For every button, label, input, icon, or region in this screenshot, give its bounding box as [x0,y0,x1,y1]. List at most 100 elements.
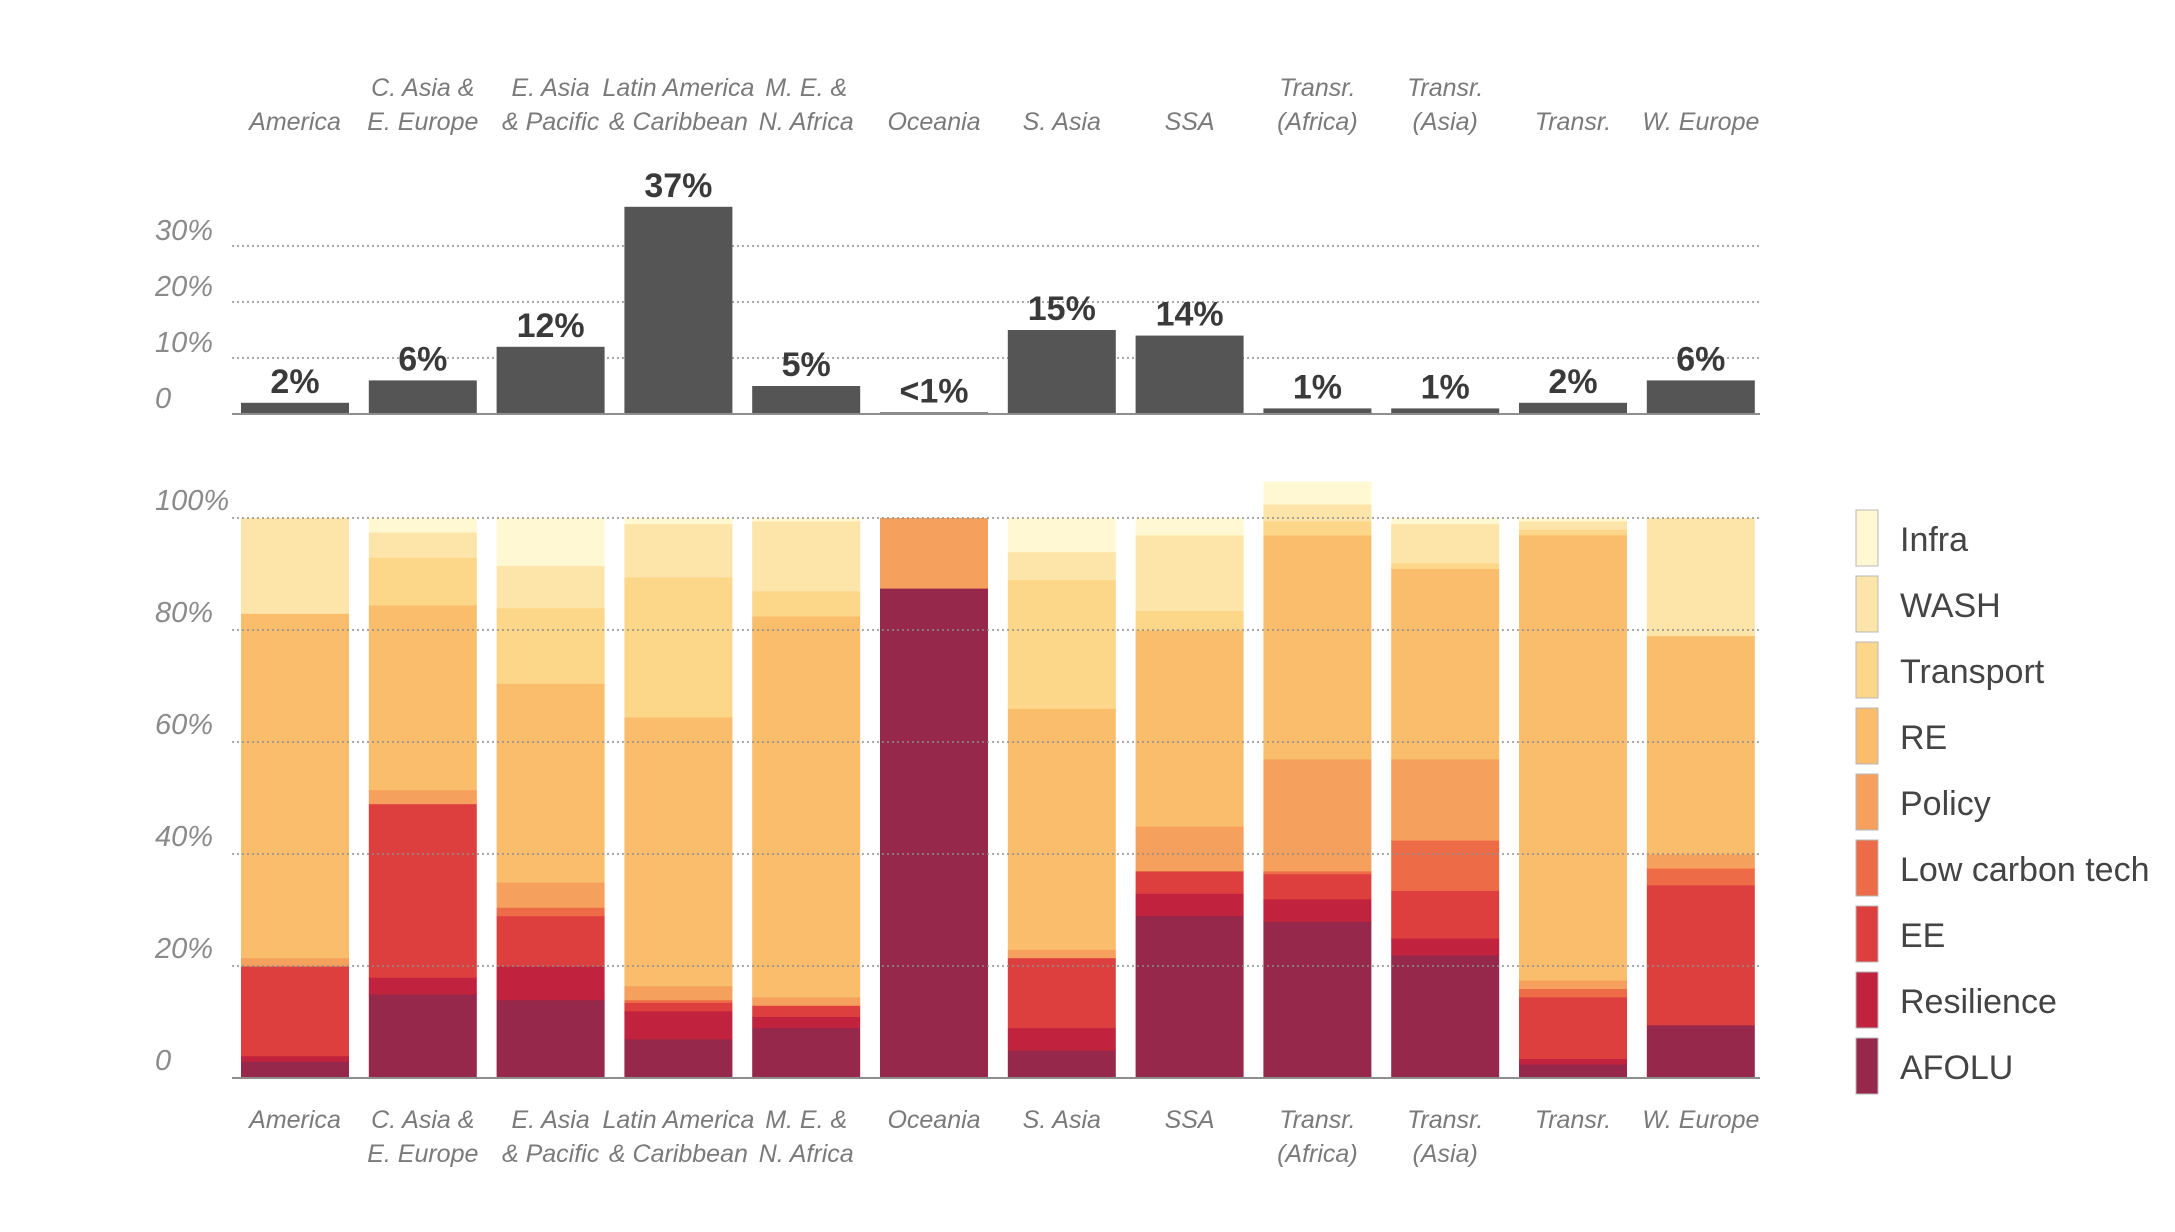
segment-ee-transr [1519,996,1627,1059]
bottom-y-tick-label: 20% [154,933,213,965]
segment-ee-c-asia-e-europe [368,803,477,978]
segment-wash-latin-america-caribbean [624,523,733,578]
category-label-transr: Transr. [1535,108,1611,136]
top-bar-m-e-n-africa [752,386,861,414]
segment-ee-w-europe [1646,884,1755,1026]
segment-infra-m-e-n-africa [752,518,861,522]
bottom-y-tick-label: 40% [155,821,213,853]
segment-re-transr-africa [1263,534,1372,760]
segment-policy-transr [1519,980,1627,989]
category-label-c-asia-e-europe: E. Europe [367,108,478,136]
legend-label-transport: Transport [1900,653,2045,691]
category-label-transr-africa: Transr. [1279,1106,1355,1134]
segment-resilience-transr-africa [1263,898,1372,922]
segment-wash-ssa [1135,534,1244,611]
category-label-s-asia: S. Asia [1023,108,1101,136]
top-bar-w-europe [1646,380,1755,414]
category-label-c-asia-e-europe: C. Asia & [371,74,474,102]
top-bar-latin-america-caribbean [624,206,733,414]
segment-afolu-e-asia-pacific [496,999,605,1079]
segment-afolu-america [241,1061,349,1079]
segment-resilience-ssa [1135,893,1244,917]
legend-swatch-re [1855,707,1879,765]
segment-ee-latin-america-caribbean [624,1002,733,1012]
legend: Infra WASH Transport RE Policy Low carbon tec… [1855,509,2150,1095]
segment-re-transr-asia [1391,568,1500,760]
top-bar-data-label: 1% [1421,368,1470,406]
legend-swatch-low-carbon-tech [1855,839,1879,897]
segment-resilience-america [241,1055,349,1062]
top-bar-data-label: 14% [1156,296,1224,334]
segment-policy-w-europe [1646,854,1755,869]
segment-afolu-w-europe [1646,1024,1755,1079]
segment-infra-transr-asia [1391,518,1500,525]
top-bar-data-label: 1% [1293,368,1342,406]
segment-re-america [241,613,349,959]
top-bar-data-label: 2% [270,363,319,401]
category-label-c-asia-e-europe: E. Europe [367,1140,478,1168]
segment-policy-m-e-n-africa [752,996,861,1006]
category-label-ssa: SSA [1165,1106,1215,1134]
top-y-tick-label: 30% [155,215,213,247]
legend-label-ee: EE [1900,917,1945,955]
category-label-e-asia-pacific: E. Asia [511,74,589,102]
segment-transport-latin-america-caribbean [624,576,733,718]
category-label-latin-america-caribbean: & Caribbean [609,108,748,136]
category-label-oceania: Oceania [887,1106,980,1134]
category-label-transr: Transr. [1535,1106,1611,1134]
segment-re-e-asia-pacific [496,683,605,883]
top-bar-data-label: 2% [1548,363,1597,401]
segment-ee-ssa [1135,870,1244,894]
top-bar-data-label: 37% [644,167,712,205]
legend-label-afolu: AFOLU [1900,1049,2013,1087]
segment-low-carbon-tech-transr-asia [1391,840,1500,891]
segment-infra-s-asia [1007,518,1116,553]
segment-re-w-europe [1646,635,1755,855]
segment-policy-america [241,957,349,967]
category-label-m-e-n-africa: N. Africa [759,1140,854,1168]
category-label-e-asia-pacific: & Pacific [502,108,600,136]
top-bar-data-label: 15% [1028,290,1096,328]
composition-stacked-bar-chart: 0 20% 40% 60% 80% 100% [154,481,1760,1079]
category-label-m-e-n-africa: M. E. & [765,74,847,102]
category-label-e-asia-pacific: & Pacific [502,1140,600,1168]
top-bar-c-asia-e-europe [368,380,477,414]
top-bar-data-label: 6% [1676,340,1725,378]
segment-re-s-asia [1007,708,1116,950]
segment-re-c-asia-e-europe [368,604,477,791]
segment-low-carbon-tech-w-europe [1646,868,1755,886]
segment-wash-transr-africa [1263,504,1372,522]
segment-ee-america [241,966,349,1057]
segment-resilience-c-asia-e-europe [368,977,477,995]
segment-low-carbon-tech-transr [1519,988,1627,998]
legend-swatch-policy [1855,773,1879,831]
segment-resilience-transr-asia [1391,938,1500,956]
category-label-ssa: SSA [1165,108,1215,136]
segment-afolu-transr-asia [1391,954,1500,1079]
category-label-m-e-n-africa: M. E. & [765,1106,847,1134]
segment-ee-transr-asia [1391,890,1500,939]
category-label-latin-america-caribbean: Latin America [602,1106,754,1134]
legend-swatch-resilience [1855,971,1879,1029]
top-region-labels: America C. Asia & E. Europe E. Asia & Pacifi… [247,74,1759,136]
segment-afolu-latin-america-caribbean [624,1038,733,1079]
top-bar-america [241,402,349,414]
segment-afolu-ssa [1135,915,1244,1079]
segment-policy-ssa [1135,826,1244,872]
legend-label-infra: Infra [1900,521,1968,559]
top-bar-ssa [1135,335,1244,414]
top-bar-transr-africa [1263,408,1372,414]
total-share-bar-chart: 0 10% 20% 30% 2% 6% 12% 37% 5% <1% 15% 14% 1% 1% 2% 6% [154,167,1760,415]
segment-resilience-e-asia-pacific [496,966,605,1001]
segment-policy-transr-africa [1263,758,1372,872]
legend-label-resilience: Resilience [1900,983,2057,1021]
segment-afolu-c-asia-e-europe [368,994,477,1079]
legend-label-wash: WASH [1900,587,2001,625]
category-label-e-asia-pacific: E. Asia [511,1106,589,1134]
legend-label-low-carbon-tech: Low carbon tech [1900,851,2150,889]
top-bar-e-asia-pacific [496,346,605,414]
segment-policy-latin-america-caribbean [624,985,733,1001]
legend-swatch-afolu [1855,1037,1879,1095]
top-bar-data-label: 6% [398,340,447,378]
